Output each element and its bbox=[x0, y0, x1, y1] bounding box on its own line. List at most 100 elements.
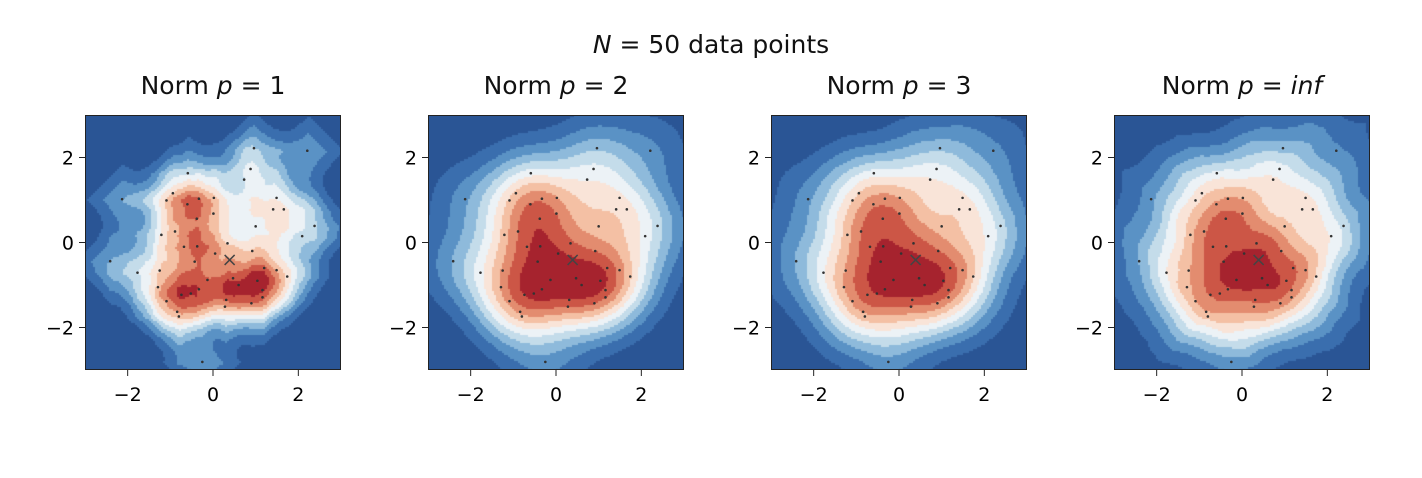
data-point bbox=[1334, 149, 1338, 152]
data-point bbox=[999, 224, 1002, 228]
y-tick-label: −2 bbox=[732, 318, 760, 340]
data-point bbox=[569, 242, 572, 245]
data-point bbox=[599, 279, 602, 283]
data-point bbox=[872, 202, 875, 206]
data-point bbox=[909, 305, 913, 308]
data-point bbox=[136, 271, 139, 274]
data-point bbox=[501, 269, 504, 272]
data-point bbox=[1266, 283, 1269, 287]
data-point bbox=[226, 242, 229, 245]
axes-frame bbox=[85, 115, 341, 370]
data-point bbox=[656, 224, 659, 228]
center-x-marker bbox=[224, 254, 236, 266]
data-point bbox=[961, 268, 964, 272]
data-point bbox=[604, 288, 607, 292]
data-point bbox=[544, 360, 547, 364]
data-point bbox=[938, 146, 942, 150]
data-point bbox=[540, 287, 544, 291]
data-point bbox=[1260, 276, 1264, 280]
plot-marks: −2 0 2 2 0 −2 bbox=[1075, 146, 1345, 406]
data-point bbox=[186, 171, 190, 175]
title-eq: = bbox=[575, 71, 613, 100]
data-point bbox=[1230, 360, 1233, 364]
data-point bbox=[868, 245, 872, 249]
data-point bbox=[1165, 271, 1168, 274]
x-tick-label: 2 bbox=[292, 384, 304, 406]
data-point bbox=[499, 285, 503, 289]
data-point bbox=[875, 292, 879, 295]
data-point bbox=[1241, 212, 1244, 215]
data-point bbox=[842, 285, 846, 289]
data-point bbox=[120, 197, 124, 201]
data-point bbox=[108, 259, 112, 263]
title-value: 3 bbox=[955, 71, 972, 100]
data-point bbox=[822, 271, 825, 274]
data-point bbox=[971, 275, 975, 278]
data-point bbox=[574, 276, 578, 280]
subplot-title: Norm p = 2 bbox=[388, 71, 724, 100]
x-tick-label: −2 bbox=[457, 384, 485, 406]
data-point bbox=[1137, 259, 1141, 263]
data-point bbox=[165, 199, 168, 202]
data-point bbox=[1224, 245, 1228, 248]
data-point bbox=[313, 224, 316, 228]
data-point bbox=[614, 208, 618, 211]
data-point bbox=[180, 293, 183, 297]
data-point bbox=[1241, 196, 1245, 200]
x-tick-label: 0 bbox=[893, 384, 905, 406]
data-point bbox=[928, 178, 932, 181]
data-point bbox=[275, 196, 278, 200]
title-label: Norm bbox=[483, 71, 560, 100]
data-point bbox=[1279, 249, 1283, 253]
data-point bbox=[948, 266, 952, 270]
data-point bbox=[866, 293, 869, 297]
y-tick-label: 2 bbox=[1091, 148, 1103, 170]
center-x-marker bbox=[910, 254, 922, 266]
data-point bbox=[249, 167, 252, 171]
data-point bbox=[851, 199, 854, 202]
data-point bbox=[1311, 208, 1315, 211]
data-point bbox=[556, 252, 560, 255]
data-point bbox=[618, 196, 621, 200]
data-point bbox=[520, 315, 524, 318]
data-point bbox=[851, 299, 854, 303]
data-point bbox=[806, 197, 810, 201]
data-point bbox=[300, 234, 304, 238]
data-point bbox=[195, 217, 199, 220]
data-point bbox=[910, 298, 914, 302]
data-point bbox=[957, 208, 961, 211]
x-tick-label: 2 bbox=[1321, 384, 1333, 406]
data-point bbox=[936, 249, 940, 253]
subplot-norm-3: Norm p = 3 −2 0 2 2 0 −2 bbox=[732, 71, 1027, 406]
data-point bbox=[912, 242, 915, 245]
data-point bbox=[285, 275, 289, 278]
data-point bbox=[898, 212, 901, 215]
data-point bbox=[942, 279, 945, 283]
data-point bbox=[1285, 279, 1288, 283]
data-point bbox=[968, 208, 972, 211]
data-point bbox=[1279, 301, 1282, 305]
data-point bbox=[1222, 260, 1225, 263]
data-point bbox=[1149, 197, 1153, 201]
plot-marks: −2 0 2 2 0 −2 bbox=[46, 146, 316, 406]
data-point bbox=[794, 259, 798, 263]
data-point bbox=[231, 276, 235, 280]
data-point bbox=[917, 276, 921, 280]
data-point bbox=[538, 245, 542, 248]
data-point bbox=[592, 167, 595, 171]
subplot-norm-inf: Norm p = inf −2 0 2 2 0 −2 bbox=[1075, 71, 1370, 406]
x-tick-label: 0 bbox=[550, 384, 562, 406]
data-point bbox=[305, 149, 309, 152]
data-point bbox=[883, 197, 887, 201]
data-point bbox=[262, 266, 266, 270]
data-point bbox=[1226, 287, 1230, 291]
data-point bbox=[605, 266, 609, 270]
data-point bbox=[516, 230, 520, 233]
data-point bbox=[532, 292, 536, 295]
data-point bbox=[1215, 171, 1219, 175]
data-point bbox=[1314, 275, 1318, 278]
axes-frame bbox=[1114, 115, 1370, 370]
data-point bbox=[898, 196, 902, 200]
data-point bbox=[261, 296, 264, 299]
data-point bbox=[254, 225, 257, 228]
